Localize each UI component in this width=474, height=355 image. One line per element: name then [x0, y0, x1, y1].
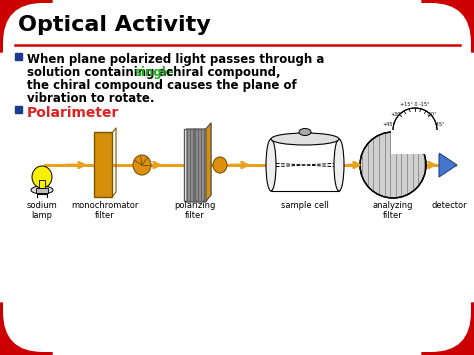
- Ellipse shape: [213, 157, 227, 173]
- Text: -30°: -30°: [427, 112, 438, 117]
- Ellipse shape: [360, 132, 426, 198]
- Text: the chiral compound causes the plane of: the chiral compound causes the plane of: [27, 79, 297, 92]
- Text: Optical Activity: Optical Activity: [18, 15, 211, 35]
- Polygon shape: [206, 123, 211, 201]
- Text: solution containing a: solution containing a: [27, 66, 171, 79]
- Bar: [15, 53, 22, 60]
- Text: polarizing
filter: polarizing filter: [174, 201, 216, 220]
- Ellipse shape: [334, 139, 344, 191]
- Ellipse shape: [299, 129, 311, 136]
- Ellipse shape: [31, 186, 53, 194]
- Bar: [36, 188, 48, 193]
- Text: analyzing
filter: analyzing filter: [373, 201, 413, 220]
- Circle shape: [0, 303, 52, 355]
- Text: detector: detector: [431, 201, 467, 210]
- Ellipse shape: [133, 155, 151, 175]
- Text: vibration to rotate.: vibration to rotate.: [27, 92, 155, 105]
- Text: When plane polarized light passes through a: When plane polarized light passes throug…: [27, 53, 324, 66]
- Circle shape: [422, 0, 474, 52]
- Bar: [391, 130, 439, 154]
- Ellipse shape: [32, 166, 52, 188]
- Text: Polarimeter: Polarimeter: [27, 106, 119, 120]
- Text: single: single: [134, 66, 174, 79]
- Ellipse shape: [271, 133, 339, 145]
- Text: sample cell: sample cell: [281, 201, 329, 210]
- Text: chiral compound,: chiral compound,: [162, 66, 281, 79]
- Bar: [15, 106, 22, 113]
- Text: +45°: +45°: [383, 122, 395, 127]
- Bar: [94, 132, 112, 197]
- Bar: [271, 139, 339, 191]
- Text: -45°: -45°: [435, 122, 445, 127]
- Text: solution containing a: solution containing a: [27, 66, 171, 79]
- Text: +30°: +30°: [390, 112, 403, 117]
- Text: monochromator
filter: monochromator filter: [71, 201, 139, 220]
- Text: sodium
lamp: sodium lamp: [27, 201, 57, 220]
- Ellipse shape: [393, 108, 437, 152]
- Circle shape: [422, 303, 474, 355]
- Text: +15° 0 -15°: +15° 0 -15°: [400, 102, 430, 107]
- Bar: [39, 180, 45, 188]
- FancyBboxPatch shape: [3, 3, 471, 352]
- Circle shape: [0, 0, 52, 52]
- Polygon shape: [439, 153, 457, 177]
- Bar: [184, 129, 206, 201]
- Ellipse shape: [266, 139, 276, 191]
